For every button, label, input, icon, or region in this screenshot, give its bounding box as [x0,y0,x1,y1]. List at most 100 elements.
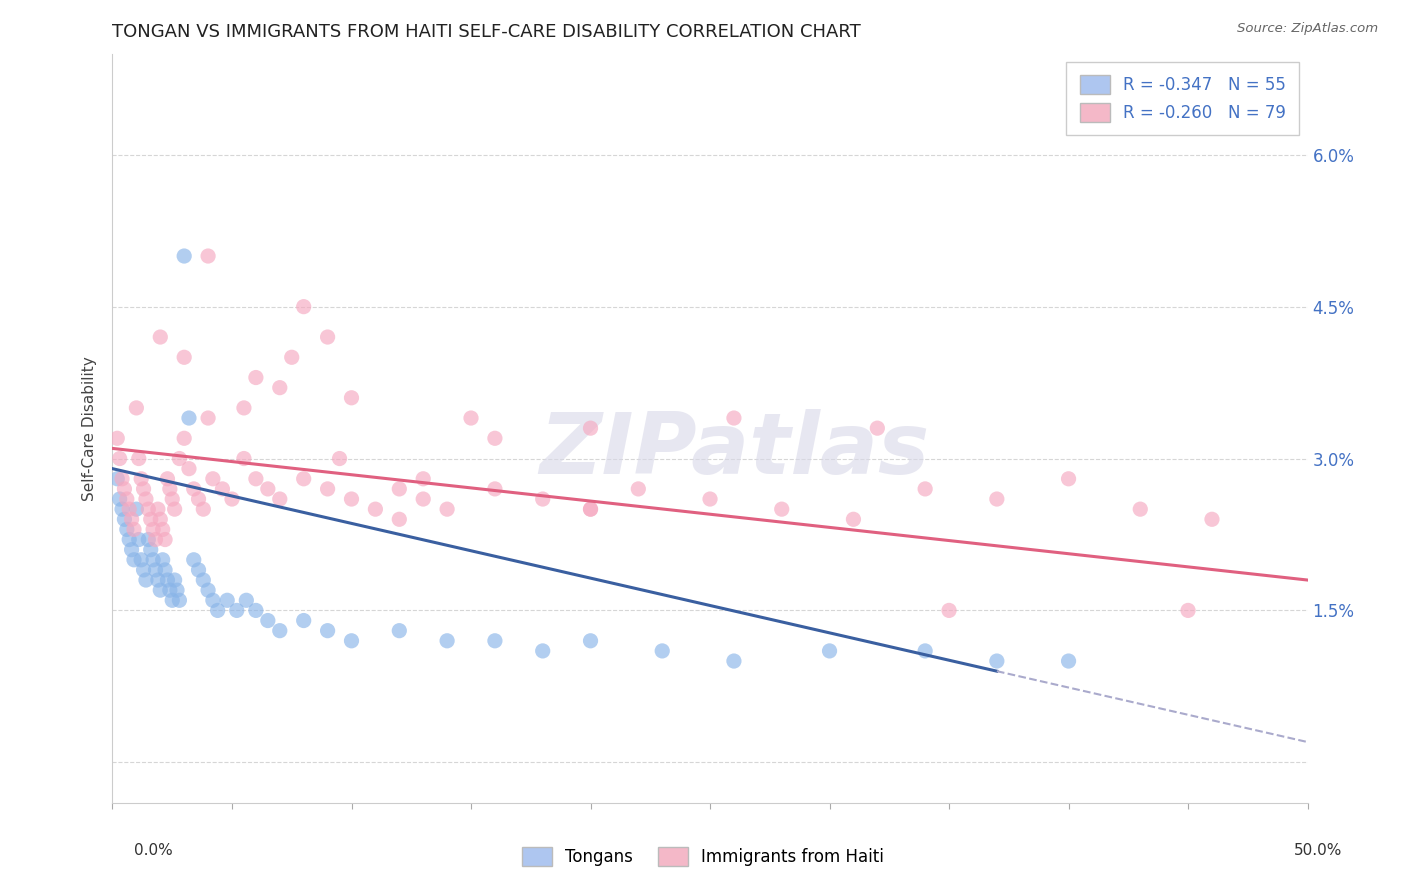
Immigrants from Haiti [269,491,291,506]
Tongans [1057,654,1080,668]
Immigrants from Haiti [197,249,219,263]
Tongans [115,523,138,537]
Immigrants from Haiti [201,472,224,486]
Tongans [217,593,239,607]
Text: TONGAN VS IMMIGRANTS FROM HAITI SELF-CARE DISABILITY CORRELATION CHART: TONGAN VS IMMIGRANTS FROM HAITI SELF-CAR… [112,23,862,41]
Tongans [986,654,1008,668]
Immigrants from Haiti [842,512,865,526]
Tongans [235,593,257,607]
Tongans [108,491,131,506]
Immigrants from Haiti [152,523,174,537]
Tongans [118,533,141,547]
Tongans [159,583,181,598]
Immigrants from Haiti [162,491,183,506]
Immigrants from Haiti [149,330,172,344]
Immigrants from Haiti [257,482,280,496]
Tongans [914,644,936,658]
Immigrants from Haiti [245,370,267,384]
Tongans [207,603,229,617]
Immigrants from Haiti [316,482,339,496]
Tongans [121,542,143,557]
Immigrants from Haiti [197,411,219,425]
Tongans [122,553,145,567]
Immigrants from Haiti [938,603,960,617]
Tongans [162,593,183,607]
Tongans [269,624,291,638]
Tongans [177,411,200,425]
Tongans [183,553,205,567]
Immigrants from Haiti [412,472,434,486]
Immigrants from Haiti [233,401,256,415]
Immigrants from Haiti [125,401,148,415]
Tongans [114,512,135,526]
Immigrants from Haiti [145,533,167,547]
Tongans [388,624,411,638]
Tongans [149,583,172,598]
Tongans [105,472,128,486]
Immigrants from Haiti [1129,502,1152,516]
Immigrants from Haiti [108,451,131,466]
Immigrants from Haiti [627,482,650,496]
Immigrants from Haiti [460,411,482,425]
Tongans [651,644,673,658]
Tongans [531,644,554,658]
Immigrants from Haiti [986,491,1008,506]
Immigrants from Haiti [128,451,150,466]
Immigrants from Haiti [111,472,134,486]
Immigrants from Haiti [579,502,602,516]
Tongans [187,563,209,577]
Tongans [135,573,157,587]
Tongans [257,614,280,628]
Tongans [166,583,188,598]
Immigrants from Haiti [169,451,191,466]
Immigrants from Haiti [177,461,200,475]
Immigrants from Haiti [723,411,745,425]
Tongans [145,563,167,577]
Immigrants from Haiti [122,523,145,537]
Tongans [125,502,148,516]
Immigrants from Haiti [914,482,936,496]
Immigrants from Haiti [139,512,162,526]
Immigrants from Haiti [866,421,889,435]
Immigrants from Haiti [121,512,143,526]
Text: 50.0%: 50.0% [1295,843,1343,858]
Text: Source: ZipAtlas.com: Source: ZipAtlas.com [1237,22,1378,36]
Immigrants from Haiti [129,472,152,486]
Tongans [129,553,152,567]
Immigrants from Haiti [281,351,304,365]
Immigrants from Haiti [221,491,243,506]
Y-axis label: Self-Care Disability: Self-Care Disability [82,356,97,500]
Tongans [201,593,224,607]
Immigrants from Haiti [1177,603,1199,617]
Immigrants from Haiti [292,472,315,486]
Tongans [146,573,169,587]
Tongans [316,624,339,638]
Immigrants from Haiti [153,533,176,547]
Tongans [142,553,165,567]
Tongans [163,573,186,587]
Tongans [138,533,160,547]
Tongans [111,502,134,516]
Tongans [139,542,162,557]
Immigrants from Haiti [173,431,195,445]
Tongans [153,563,176,577]
Immigrants from Haiti [412,491,434,506]
Tongans [436,633,458,648]
Immigrants from Haiti [699,491,721,506]
Immigrants from Haiti [245,472,267,486]
Immigrants from Haiti [388,512,411,526]
Immigrants from Haiti [269,381,291,395]
Tongans [723,654,745,668]
Immigrants from Haiti [132,482,155,496]
Immigrants from Haiti [484,431,506,445]
Immigrants from Haiti [173,351,195,365]
Immigrants from Haiti [436,502,458,516]
Immigrants from Haiti [211,482,233,496]
Tongans [193,573,215,587]
Tongans [197,583,219,598]
Tongans [128,533,150,547]
Legend: R = -0.347   N = 55, R = -0.260   N = 79: R = -0.347 N = 55, R = -0.260 N = 79 [1066,62,1299,136]
Immigrants from Haiti [1057,472,1080,486]
Text: ZIPatlas: ZIPatlas [538,409,929,492]
Immigrants from Haiti [135,491,157,506]
